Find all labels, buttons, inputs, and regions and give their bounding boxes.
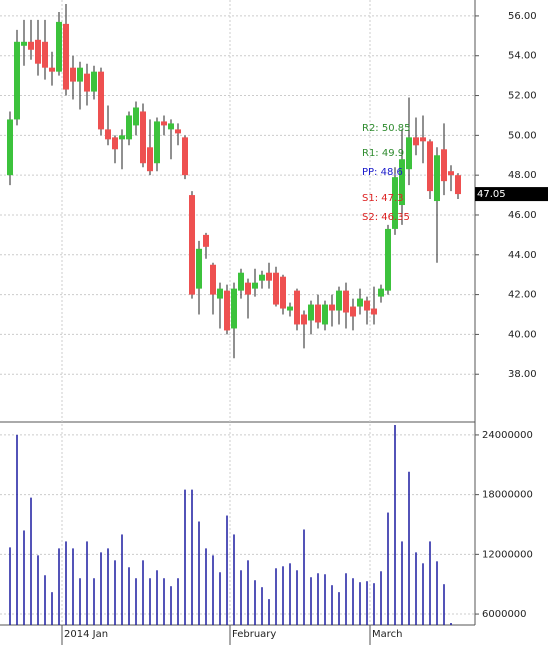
candle-body (112, 137, 118, 150)
candle-body (252, 282, 258, 289)
candle-body (364, 300, 370, 311)
candle-body (371, 308, 377, 315)
candle-body (413, 137, 419, 146)
candle-body (77, 67, 83, 82)
candle-body (273, 272, 279, 305)
candle-body (49, 67, 55, 72)
candle-body (105, 129, 111, 140)
candle-body (350, 306, 356, 317)
candle-body (210, 264, 216, 295)
candle-body (189, 195, 195, 295)
candle-body (224, 290, 230, 331)
y-tick-label: 46.00 (508, 210, 537, 221)
candle-body (63, 23, 69, 90)
candle-body (441, 149, 447, 182)
y-tick-label: 54.00 (508, 51, 537, 62)
candle-body (35, 39, 41, 64)
candle-body (119, 135, 125, 140)
candle-body (42, 41, 48, 68)
candle-body (14, 41, 20, 120)
candle-body (161, 121, 167, 126)
candle-body (217, 288, 223, 299)
pivot-label: R2: 50.85 (362, 123, 411, 134)
y-tick-label: 56.00 (508, 11, 537, 22)
candle-body (259, 274, 265, 281)
candle-body (140, 111, 146, 164)
candle-body (392, 177, 398, 229)
candle-body (336, 290, 342, 311)
candle-body (434, 155, 440, 202)
candle-body (56, 21, 62, 72)
y-tick-label: 24000000 (482, 430, 533, 441)
y-tick-label: 50.00 (508, 130, 537, 141)
last-price-label: 47.05 (477, 189, 506, 200)
candle-body (7, 119, 13, 176)
candle-body (70, 67, 76, 82)
candle-body (203, 234, 209, 247)
candle-body (455, 175, 461, 195)
candle-body (238, 272, 244, 291)
candle-body (329, 304, 335, 311)
candle-body (301, 314, 307, 325)
candle-body (385, 228, 391, 291)
y-tick-label: 12000000 (482, 549, 533, 560)
y-tick-label: 44.00 (508, 250, 537, 261)
candle-body (406, 137, 412, 170)
candle-body (98, 71, 104, 130)
candle-body (287, 306, 293, 311)
candle-body (28, 41, 34, 50)
candle-body (399, 159, 405, 206)
candle-body (84, 73, 90, 92)
candle-body (378, 288, 384, 297)
y-tick-label: 40.00 (508, 329, 537, 340)
candle-body (133, 107, 139, 126)
x-tick-label: 2014 Jan (64, 629, 108, 640)
y-tick-label: 38.00 (508, 369, 537, 380)
pivot-label: S1: 47.3 (362, 193, 404, 204)
candle-body (294, 290, 300, 325)
candle-body (147, 147, 153, 172)
pivot-label: PP: 48.6 (362, 167, 403, 178)
pivot-label: R1: 49.9 (362, 148, 404, 159)
candle-body (343, 290, 349, 313)
y-tick-label: 52.00 (508, 91, 537, 102)
x-tick-label: February (232, 629, 276, 640)
candle-body (182, 137, 188, 176)
candle-body (266, 272, 272, 281)
candle-body (126, 115, 132, 140)
candle-body (21, 41, 27, 46)
candle-body (280, 276, 286, 309)
y-tick-label: 48.00 (508, 170, 537, 181)
candle-body (245, 282, 251, 295)
candle-body (315, 304, 321, 323)
y-tick-label: 18000000 (482, 490, 533, 501)
pivot-label: S2: 46.35 (362, 212, 410, 223)
candle-body (168, 123, 174, 130)
candle-body (91, 71, 97, 92)
candle-body (231, 288, 237, 329)
candle-body (427, 141, 433, 192)
candle-body (357, 298, 363, 307)
y-tick-label: 6000000 (482, 609, 527, 620)
candle-body (420, 137, 426, 142)
candle-body (322, 304, 328, 325)
candle-body (448, 171, 454, 176)
candle-body (175, 129, 181, 134)
y-tick-label: 42.00 (508, 290, 537, 301)
x-tick-label: March (372, 629, 402, 640)
candle-body (308, 304, 314, 321)
candle-body (154, 121, 160, 164)
candle-body (196, 248, 202, 289)
last-price-box (475, 187, 548, 202)
